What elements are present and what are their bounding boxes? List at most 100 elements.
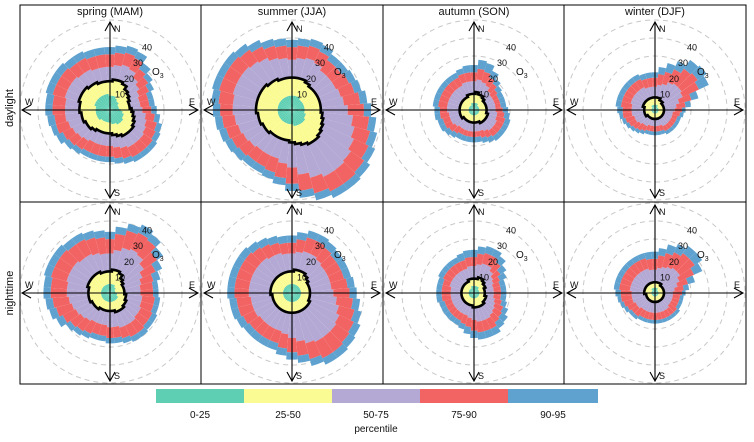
wedge-band-75-90 (314, 51, 330, 68)
wedge-band-90-95 (689, 90, 699, 101)
wedge-band-75-90 (139, 301, 154, 313)
wedge-band-50-75 (83, 127, 96, 141)
wedge-band-50-75 (448, 111, 461, 117)
wedge-band-90-95 (451, 257, 460, 265)
wedge-band-25-50 (469, 93, 474, 104)
wedge-band-25-50 (286, 301, 292, 313)
wedge-band-90-95 (617, 269, 626, 278)
wedge-band-0-25 (101, 293, 110, 297)
wedge-band-90-95 (496, 128, 505, 137)
wedge-band-75-90 (334, 162, 356, 184)
wedge-band-50-75 (451, 90, 464, 102)
wedge-band-90-95 (50, 124, 60, 136)
wedge-band-25-50 (87, 283, 102, 291)
wedge-band-25-50 (267, 81, 284, 100)
wedge-band-0-25 (110, 287, 116, 293)
wedge-band-25-50 (272, 79, 286, 99)
wedge-band-90-95 (495, 256, 506, 267)
wedge-band-0-25 (286, 284, 292, 293)
wedge-band-25-50 (117, 296, 127, 304)
wedge-band-0-25 (292, 289, 301, 293)
wedge-band-90-95 (275, 346, 288, 356)
wedge-band-25-50 (278, 299, 287, 310)
wedge-band-25-50 (283, 77, 291, 97)
pollutant-label: O3 (516, 67, 528, 80)
wedge-band-75-90 (136, 85, 150, 97)
wedge-band-90-95 (224, 51, 239, 67)
radial-tick-label: 20 (306, 257, 316, 267)
polar-panel: N E S W 10 20 30 40 O3 (564, 19, 746, 201)
wedge-band-75-90 (667, 252, 681, 270)
wedge-band-0-25 (292, 293, 301, 299)
median-contour (85, 268, 129, 314)
pollutant-label: O3 (152, 67, 164, 80)
row-title-nighttime: nighttime (4, 271, 16, 316)
wedge-band-75-90 (485, 77, 495, 88)
wedge-band-90-95 (682, 284, 690, 291)
wedge-band-75-90 (119, 325, 130, 339)
wedge-band-75-90 (623, 299, 634, 307)
wedge-band-25-50 (299, 282, 309, 290)
wedge-band-90-95 (115, 45, 127, 55)
wedge-band-75-90 (671, 114, 678, 120)
wedge-band-75-90 (456, 312, 465, 321)
wedge-band-50-75 (274, 253, 287, 274)
median-contour (254, 76, 325, 147)
wedge-band-90-95 (272, 176, 287, 186)
wedge-band-0-25 (283, 293, 292, 297)
wedge-band-25-50 (96, 271, 107, 286)
wedge-band-25-50 (97, 82, 106, 96)
wedge-band-25-50 (100, 121, 107, 133)
wedge-band-0-25 (652, 110, 655, 113)
wedge-band-75-90 (441, 284, 452, 291)
wedge-band-50-75 (484, 118, 495, 128)
pollutant-label: O3 (697, 67, 709, 80)
wedge-band-90-95 (496, 91, 504, 99)
wedge-band-50-75 (117, 64, 130, 83)
wedge-band-50-75 (96, 309, 106, 325)
wedge-band-75-90 (657, 255, 665, 269)
wedge-band-75-90 (494, 120, 504, 129)
wedge-band-50-75 (261, 257, 280, 278)
radial-tick-label: 30 (497, 241, 507, 251)
wedge-band-50-75 (119, 248, 138, 276)
wedge-band-0-25 (292, 293, 300, 300)
wedge-band-25-50 (475, 114, 480, 123)
wedge-band-50-75 (232, 94, 258, 107)
wedge-band-75-90 (483, 129, 492, 138)
wedge-band-0-25 (110, 284, 113, 293)
wedge-band-75-90 (324, 262, 341, 277)
wedge-band-0-25 (278, 110, 292, 117)
radial-tick-label: 10 (479, 272, 489, 282)
wedge-band-75-90 (481, 71, 491, 84)
wedge-band-75-90 (330, 323, 350, 343)
wedge-band-0-25 (652, 293, 655, 296)
wedge-band-50-75 (467, 266, 473, 280)
wedge-band-50-75 (661, 87, 682, 105)
wedge-band-0-25 (110, 290, 116, 293)
wedge-band-0-25 (107, 284, 110, 293)
radial-grid-circle (564, 19, 746, 201)
wedge-band-50-75 (663, 295, 673, 301)
wedge-band-50-75 (662, 296, 672, 304)
wedge-band-0-25 (289, 284, 292, 293)
wedge-band-50-75 (315, 82, 337, 98)
wedge-band-50-75 (321, 118, 355, 138)
panels-layer: N E S W 10 20 30 40 O3 N E S W 10 20 30 40 O3 N E S W 10 20 30 40… (19, 19, 746, 384)
median-contour (269, 268, 312, 315)
wedge-band-90-95 (55, 62, 68, 76)
wedge-band-50-75 (662, 113, 672, 121)
wedge-band-75-90 (236, 268, 253, 282)
wedge-band-75-90 (630, 81, 641, 93)
wedge-band-50-75 (451, 296, 463, 303)
wedge-band-50-75 (317, 130, 351, 161)
wedge-band-90-95 (486, 135, 495, 143)
wedge-band-90-95 (492, 79, 501, 88)
wedge-band-90-95 (87, 152, 98, 161)
radial-tick-label: 40 (142, 43, 152, 53)
compass-north-label: N (114, 24, 121, 34)
wedge-band-0-25 (110, 110, 123, 114)
wedge-band-90-95 (138, 224, 154, 239)
wedge-band-90-95 (489, 70, 499, 81)
wedge-band-90-95 (260, 38, 275, 50)
